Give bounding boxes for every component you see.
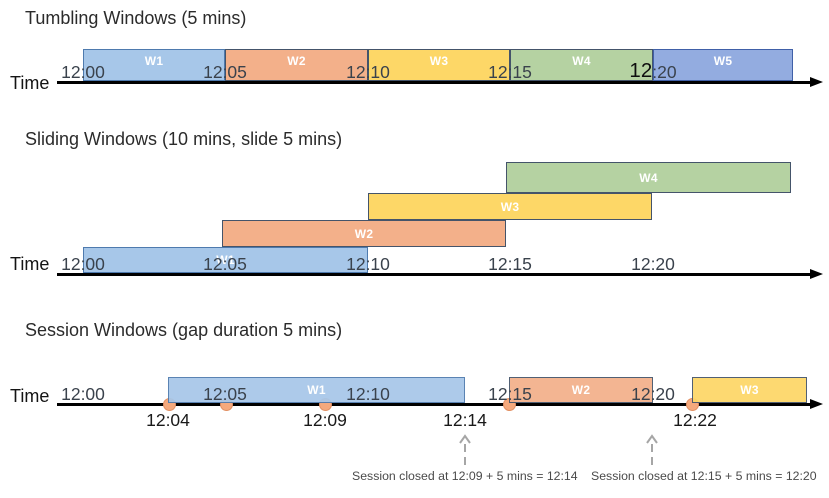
tick-label: 12:15: [488, 383, 532, 404]
session-window-w1: W1: [168, 377, 465, 403]
window-label: W5: [713, 54, 733, 68]
tick-label: 12:00: [61, 383, 105, 404]
tick-label: 12:00: [61, 61, 105, 82]
sliding-window-w1: W1: [83, 247, 368, 273]
session-close-arrow-icon: [644, 434, 660, 466]
window-label: W3: [429, 54, 449, 68]
time-axis-label-sliding: Time: [10, 254, 50, 274]
tumbling-timeline: [57, 81, 810, 84]
tick-label: 12:10: [346, 383, 390, 404]
tumbling-window-w4: W4: [510, 49, 653, 81]
sliding-window-w3: W3: [368, 193, 652, 220]
session-window-w2: W2: [509, 377, 653, 403]
window-label: W1: [307, 383, 326, 397]
session-close-arrow-icon: [457, 434, 473, 466]
session-timeline: [57, 403, 810, 406]
tick-label-part: 12: [629, 58, 653, 82]
time-axis-label-tumbling: Time: [10, 73, 50, 93]
event-time-label: 12:04: [146, 410, 190, 430]
tick-label: 12:15: [488, 61, 532, 82]
tick-label-part: :20: [652, 61, 677, 82]
tick-label: 12:10: [346, 61, 390, 82]
tumbling-window-w3: W3: [368, 49, 510, 81]
tumbling-window-w1: W1: [83, 49, 225, 81]
timeline-arrowhead-icon: [810, 76, 823, 87]
window-label: W1: [144, 54, 164, 68]
window-label: W1: [216, 253, 235, 267]
window-label: W2: [287, 54, 306, 68]
session-close-annotation: Session closed at 12:15 + 5 mins = 12:20: [591, 469, 817, 483]
tick-label: 12:05: [203, 61, 247, 82]
tumbling-window-w5: W5: [653, 49, 793, 81]
sliding-window-w4: W4: [506, 162, 791, 193]
event-time-label: 12:09: [303, 410, 347, 430]
tick-label: 12:20: [629, 58, 677, 82]
section-title-session: Session Windows (gap duration 5 mins): [25, 320, 343, 340]
window-label: W2: [571, 383, 591, 397]
tick-label: 12:05: [203, 253, 247, 274]
sliding-timeline: [57, 273, 810, 276]
time-axis-label-session: Time: [10, 386, 50, 406]
tick-label: 12:05: [203, 383, 247, 404]
window-label: W2: [354, 226, 374, 241]
event-time-label: 12:14: [443, 410, 487, 430]
timeline-arrowhead-icon: [810, 398, 823, 409]
session-window-w3: W3: [692, 377, 807, 403]
tick-label: 12:20: [631, 253, 675, 274]
window-label: W4: [639, 170, 658, 185]
sliding-window-w2: W2: [222, 220, 506, 247]
tick-label: 12:15: [488, 253, 532, 274]
tick-label: 12:20: [631, 383, 675, 404]
tumbling-window-w2: W2: [225, 49, 368, 81]
tick-label: 12:10: [346, 253, 390, 274]
window-label: W3: [740, 383, 759, 397]
window-label: W3: [500, 199, 520, 214]
section-title-sliding: Sliding Windows (10 mins, slide 5 mins): [25, 129, 343, 149]
section-title-tumbling: Tumbling Windows (5 mins): [25, 8, 247, 28]
timeline-arrowhead-icon: [810, 268, 823, 279]
window-label: W4: [572, 54, 591, 68]
event-time-label: 12:22: [673, 410, 717, 430]
tick-label: 12:00: [61, 253, 105, 274]
session-close-annotation: Session closed at 12:09 + 5 mins = 12:14: [352, 469, 578, 483]
